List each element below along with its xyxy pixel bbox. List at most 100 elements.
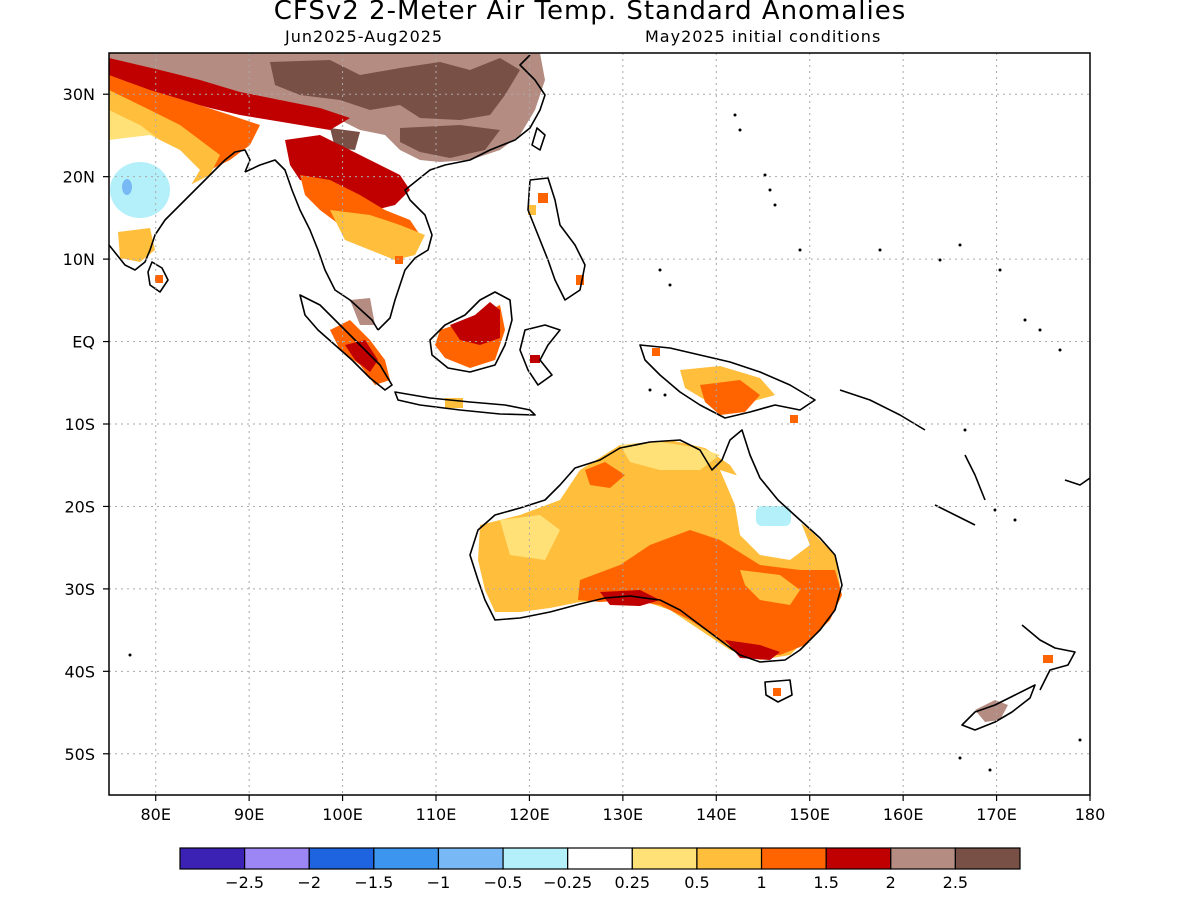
island-dots bbox=[128, 113, 1082, 772]
lon-label: 160E bbox=[883, 805, 924, 824]
lat-label: 50S bbox=[64, 745, 95, 764]
map-fields bbox=[109, 53, 1090, 772]
india-cool-blue bbox=[122, 179, 132, 195]
latitude-labels: 30N 20N 10N EQ 10S 20S 30S 40S 50S bbox=[63, 85, 95, 764]
colorbar-label: 1.5 bbox=[813, 873, 838, 892]
colorbar-swatch bbox=[502, 847, 569, 870]
colorbar-label: −0.5 bbox=[484, 873, 523, 892]
colorbar-label: −1 bbox=[427, 873, 451, 892]
india-yellow bbox=[109, 90, 220, 185]
colorbar bbox=[179, 847, 1021, 870]
lon-label: 150E bbox=[789, 805, 830, 824]
lat-label: 10N bbox=[63, 250, 95, 269]
colorbar-swatch bbox=[308, 847, 375, 870]
colorbar-swatch bbox=[631, 847, 698, 870]
lon-label: 140E bbox=[696, 805, 737, 824]
lat-label: 20N bbox=[63, 168, 95, 187]
coastline-australia bbox=[469, 429, 843, 663]
nz-south-rose bbox=[975, 700, 1008, 722]
colorbar-label: −1.5 bbox=[354, 873, 393, 892]
indochina-yellow bbox=[330, 210, 425, 260]
nz-north-spot bbox=[1043, 655, 1053, 663]
china-dark-patch-2 bbox=[400, 125, 500, 158]
coastline-fiji bbox=[1064, 477, 1090, 486]
australia-pale-west bbox=[500, 515, 560, 560]
coastline-vanuatu bbox=[964, 454, 986, 501]
colorbar-swatch bbox=[437, 847, 504, 870]
lat-label: 30S bbox=[64, 580, 95, 599]
java-spot bbox=[445, 398, 463, 408]
coastline-india bbox=[109, 149, 251, 271]
graticule bbox=[103, 53, 1091, 801]
colorbar-labels: −2.5 −2 −1.5 −1 −0.5 −0.25 0.25 0.5 1 1.5 2 2.5 bbox=[225, 873, 968, 892]
colorbar-swatch bbox=[179, 847, 246, 870]
australia-cool-patch bbox=[756, 506, 791, 526]
coastline-java bbox=[394, 391, 536, 416]
coastline-solomons bbox=[839, 389, 926, 431]
colorbar-label: −0.25 bbox=[543, 873, 592, 892]
coastline-nz-north bbox=[1021, 624, 1076, 691]
map-title: CFSv2 2-Meter Air Temp. Standard Anomali… bbox=[273, 0, 907, 26]
newguinea-spot bbox=[790, 415, 798, 423]
lon-label: 100E bbox=[322, 805, 363, 824]
indochina-red bbox=[285, 135, 410, 210]
sulawesi-spot bbox=[530, 355, 540, 363]
colorbar-swatch bbox=[760, 847, 827, 870]
philippines-spot-3 bbox=[576, 275, 584, 285]
coastline-bay-of-bengal bbox=[244, 159, 379, 331]
lon-label: 120E bbox=[509, 805, 550, 824]
longitude-labels: 80E 90E 100E 110E 120E 130E 140E 150E 160E 170E 18… bbox=[140, 805, 1105, 824]
colorbar-swatch bbox=[567, 847, 633, 870]
coastline-srilanka bbox=[147, 261, 169, 293]
lat-label: EQ bbox=[72, 333, 95, 352]
colorbar-swatch bbox=[825, 847, 892, 870]
philippines-spot-2 bbox=[528, 205, 536, 215]
coastline-newcaledonia bbox=[934, 504, 976, 526]
lat-label: 30N bbox=[63, 85, 95, 104]
colorbar-swatch bbox=[954, 847, 1021, 870]
coastline-borneo bbox=[429, 291, 513, 373]
lon-label: 90E bbox=[234, 805, 264, 824]
colorbar-label: −2.5 bbox=[225, 873, 264, 892]
india-south-yellow bbox=[118, 228, 155, 262]
lon-label: 170E bbox=[976, 805, 1017, 824]
lon-label: 130E bbox=[603, 805, 644, 824]
coastline-sumatra bbox=[299, 294, 393, 391]
australia-pale-band-north bbox=[620, 442, 720, 470]
australia-north-orange bbox=[585, 462, 625, 488]
colorbar-label: 1 bbox=[756, 873, 766, 892]
colorbar-swatch bbox=[244, 847, 310, 870]
australia-orange-core bbox=[578, 530, 842, 655]
srilanka-spot bbox=[155, 275, 163, 283]
maritime-anomaly-field bbox=[330, 298, 798, 423]
nz-anomaly-field bbox=[975, 655, 1053, 722]
tasmania-spot bbox=[773, 688, 781, 696]
colorbar-label: 2.5 bbox=[943, 873, 968, 892]
india-north-orange bbox=[109, 75, 260, 170]
lat-label: 10S bbox=[64, 415, 95, 434]
coastlines bbox=[109, 54, 1090, 731]
colorbar-swatch bbox=[696, 847, 763, 870]
colorbar-label: −2 bbox=[297, 873, 321, 892]
asia-anomaly-field bbox=[109, 53, 584, 285]
halmahera-spot bbox=[652, 348, 660, 356]
australia-anomaly-field bbox=[478, 440, 842, 696]
lat-label: 20S bbox=[64, 497, 95, 516]
colorbar-swatch bbox=[373, 847, 440, 870]
coastline-nz-south bbox=[961, 684, 1036, 731]
colorbar-label: 2 bbox=[886, 873, 896, 892]
lat-label: 40S bbox=[64, 662, 95, 681]
sumatra-red bbox=[345, 340, 378, 372]
coastline-taiwan bbox=[531, 127, 546, 151]
australia-south-red bbox=[600, 590, 660, 606]
coastline-philippines bbox=[527, 177, 586, 301]
china-darkest-anomaly bbox=[270, 58, 520, 120]
australia-pale-inner bbox=[740, 570, 800, 605]
borneo-red bbox=[450, 302, 500, 345]
coastline-indochina bbox=[377, 54, 546, 331]
india-cool-light bbox=[110, 162, 170, 218]
coastline-sulawesi bbox=[519, 324, 561, 386]
forecast-period: Jun2025-Aug2025 bbox=[285, 27, 444, 46]
colorbar-label: 0.5 bbox=[684, 873, 709, 892]
